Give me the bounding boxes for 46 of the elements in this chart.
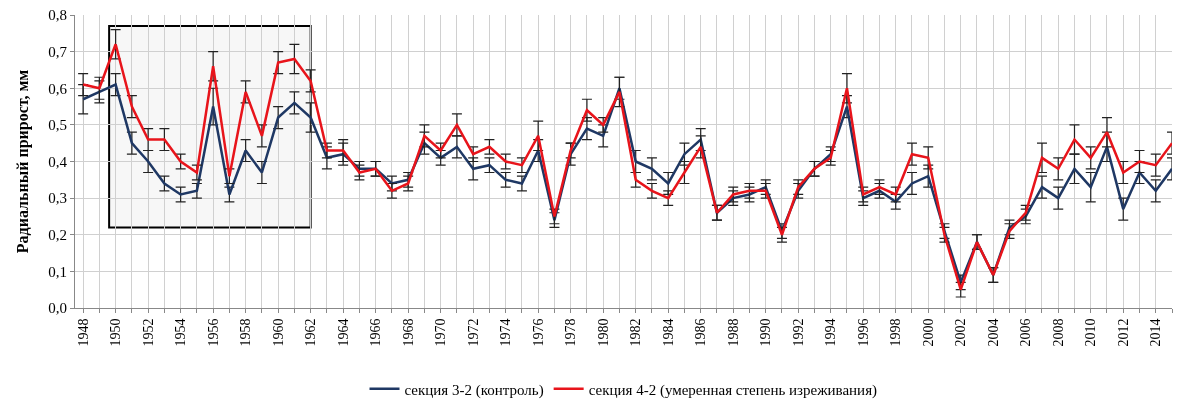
x-tick-label: 2002: [953, 318, 969, 347]
y-tick-label: 0,3: [48, 190, 67, 207]
x-tick-label: 1970: [433, 318, 449, 347]
x-tick-label: 1998: [888, 318, 904, 347]
x-tick-label: 2000: [920, 318, 936, 347]
x-tick-label: 1980: [595, 318, 611, 347]
x-tick-label: 1990: [758, 318, 774, 347]
y-tick-label: 0,2: [48, 227, 67, 243]
x-tick-label: 2012: [1115, 318, 1131, 347]
y-tick-label: 0,6: [48, 80, 68, 97]
x-tick-label: 2010: [1083, 318, 1099, 347]
x-tick-label: 1960: [270, 318, 286, 347]
x-tick-label: 1994: [823, 318, 839, 347]
legend-label: секция 4-2 (умеренная степень изреживания): [588, 381, 878, 399]
x-tick-label: 1974: [498, 318, 514, 347]
y-tick-label: 0,0: [48, 300, 67, 317]
x-tick-label: 1958: [238, 318, 254, 347]
x-tick-label: 1948: [75, 318, 91, 347]
x-tick-label: 1978: [563, 318, 579, 347]
x-tick-label: 1988: [725, 318, 741, 347]
x-tick-label: 1992: [790, 318, 806, 347]
x-tick-label: 1952: [140, 318, 156, 347]
x-tick-label: 1982: [628, 318, 644, 347]
x-tick-label: 2008: [1050, 318, 1066, 347]
y-tick-label: 0,7: [48, 43, 68, 60]
x-tick-label: 2006: [1018, 318, 1034, 347]
x-tick-label: 1950: [108, 318, 124, 347]
y-tick-label: 0,5: [48, 117, 67, 134]
x-tick-label: 1962: [303, 318, 319, 347]
x-tick-label: 1986: [693, 318, 709, 347]
x-tick-label: 2014: [1148, 318, 1164, 347]
y-axis-title: Радиальный прирост, мм: [14, 69, 33, 254]
x-tick-label: 1964: [335, 318, 351, 347]
y-tick-label: 0,4: [48, 153, 68, 170]
x-tick-label: 1968: [400, 318, 416, 347]
x-tick-label: 1984: [660, 318, 676, 347]
x-tick-label: 1996: [855, 318, 871, 347]
x-tick-label: 1976: [530, 318, 546, 347]
x-tick-label: 1972: [465, 318, 481, 347]
y-tick-label: 0,8: [48, 7, 67, 24]
x-tick-label: 1954: [173, 318, 189, 347]
x-tick-label: 1956: [205, 318, 221, 347]
x-tick-label: 1966: [368, 318, 384, 347]
y-tick-label: 0,1: [48, 263, 67, 280]
legend-label: секция 3-2 (контроль): [404, 381, 544, 399]
x-tick-label: 2004: [985, 318, 1001, 347]
